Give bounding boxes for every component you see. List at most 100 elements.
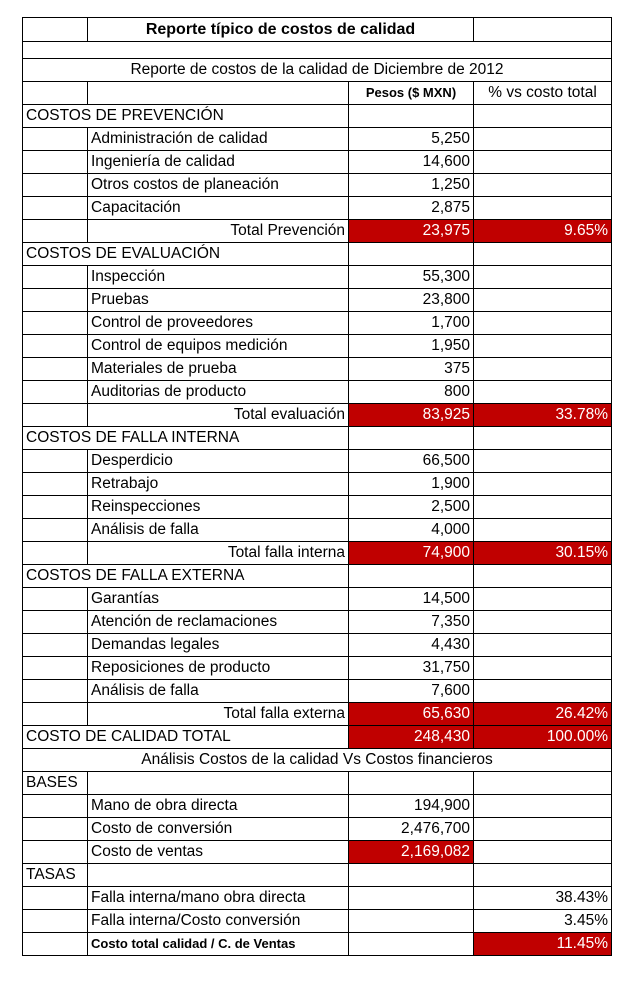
cell bbox=[22, 403, 88, 427]
cell bbox=[473, 495, 613, 519]
cell bbox=[473, 840, 613, 864]
item-value: 4,430 bbox=[347, 633, 475, 657]
cell bbox=[22, 587, 88, 611]
item-label: Análisis de falla bbox=[87, 518, 349, 542]
header-row: Pesos ($ MXN)% vs costo total bbox=[22, 81, 613, 105]
cell bbox=[21, 41, 613, 59]
item-row: Administración de calidad 5,250 bbox=[22, 127, 613, 151]
subtitle: Reporte de costos de la calidad de Dicie… bbox=[21, 58, 613, 82]
tasas-name: TASAS bbox=[22, 863, 88, 887]
cost-report-table: Reporte típico de costos de calidad Repor… bbox=[21, 17, 613, 956]
cell bbox=[22, 702, 88, 726]
subtitle-row: Reporte de costos de la calidad de Dicie… bbox=[21, 58, 613, 82]
spacer-row bbox=[21, 41, 613, 59]
item-row: Análisis de falla 7,600 bbox=[22, 679, 613, 703]
total-label: Total falla externa bbox=[87, 702, 349, 726]
item-row: Auditorias de producto 800 bbox=[22, 380, 613, 404]
cell bbox=[22, 541, 88, 565]
tasa-value: 38.43% bbox=[473, 886, 613, 910]
cell bbox=[347, 863, 475, 887]
analysis-title: Análisis Costos de la calidad Vs Costos … bbox=[21, 748, 613, 772]
tasa-row: Falla interna/mano obra directa 38.43% bbox=[22, 886, 613, 910]
item-value: 23,800 bbox=[347, 288, 475, 312]
total-label: Total evaluación bbox=[87, 403, 349, 427]
item-label: Inspección bbox=[87, 265, 349, 289]
cell bbox=[22, 633, 88, 657]
cell bbox=[347, 909, 475, 933]
cell bbox=[87, 81, 349, 105]
item-label: Demandas legales bbox=[87, 633, 349, 657]
item-row: Garantías 14,500 bbox=[22, 587, 613, 611]
section-row: COSTOS DE PREVENCIÓN bbox=[22, 104, 613, 128]
item-label: Atención de reclamaciones bbox=[87, 610, 349, 634]
cell bbox=[347, 242, 475, 266]
cell bbox=[22, 17, 88, 42]
cell bbox=[347, 426, 475, 450]
item-label: Garantías bbox=[87, 587, 349, 611]
cell bbox=[22, 610, 88, 634]
item-label: Retrabajo bbox=[87, 472, 349, 496]
base-row: Costo de ventas 2,169,082 bbox=[22, 840, 613, 864]
item-label: Reposiciones de producto bbox=[87, 656, 349, 680]
base-label: Costo de ventas bbox=[87, 840, 349, 864]
tasa-value: 3.45% bbox=[473, 909, 613, 933]
total-pesos: 65,630 bbox=[347, 702, 475, 726]
item-label: Auditorias de producto bbox=[87, 380, 349, 404]
item-label: Materiales de prueba bbox=[87, 357, 349, 381]
item-value: 14,600 bbox=[347, 150, 475, 174]
cell bbox=[473, 518, 613, 542]
cell bbox=[22, 288, 88, 312]
cell bbox=[473, 817, 613, 841]
section-name: COSTOS DE EVALUACIÓN bbox=[22, 242, 349, 266]
cell bbox=[473, 150, 613, 174]
base-value: 2,476,700 bbox=[347, 817, 475, 841]
item-value: 66,500 bbox=[347, 449, 475, 473]
title: Reporte típico de costos de calidad bbox=[86, 17, 475, 42]
item-label: Capacitación bbox=[87, 196, 349, 220]
total-pesos: 83,925 bbox=[347, 403, 475, 427]
tasa-label: Falla interna/Costo conversión bbox=[87, 909, 349, 933]
cell bbox=[473, 196, 613, 220]
total-row: Total falla interna 74,900 30.15% bbox=[22, 541, 613, 565]
cell bbox=[473, 104, 613, 128]
cell bbox=[347, 564, 475, 588]
cell bbox=[22, 81, 88, 105]
item-label: Control de proveedores bbox=[87, 311, 349, 335]
cell bbox=[87, 863, 349, 887]
item-label: Desperdicio bbox=[87, 449, 349, 473]
cell bbox=[473, 656, 613, 680]
cell bbox=[473, 863, 613, 887]
tasa-row: Costo total calidad / C. de Ventas 11.45% bbox=[22, 932, 613, 956]
cell bbox=[473, 311, 613, 335]
grand-total-pct: 100.00% bbox=[473, 725, 613, 749]
tasas-row: TASAS bbox=[22, 863, 613, 887]
cell bbox=[22, 656, 88, 680]
tasa-row: Falla interna/Costo conversión 3.45% bbox=[22, 909, 613, 933]
cell bbox=[22, 380, 88, 404]
item-label: Ingeniería de calidad bbox=[87, 150, 349, 174]
cell bbox=[22, 518, 88, 542]
item-value: 5,250 bbox=[347, 127, 475, 151]
cell bbox=[22, 311, 88, 335]
cell bbox=[347, 886, 475, 910]
base-value: 194,900 bbox=[347, 794, 475, 818]
item-label: Administración de calidad bbox=[87, 127, 349, 151]
item-label: Pruebas bbox=[87, 288, 349, 312]
cell bbox=[473, 17, 613, 42]
item-row: Control de equipos medición 1,950 bbox=[22, 334, 613, 358]
item-row: Retrabajo 1,900 bbox=[22, 472, 613, 496]
cell bbox=[473, 587, 613, 611]
item-value: 2,875 bbox=[347, 196, 475, 220]
item-label: Control de equipos medición bbox=[87, 334, 349, 358]
item-row: Inspección 55,300 bbox=[22, 265, 613, 289]
cell bbox=[22, 794, 88, 818]
cell bbox=[473, 426, 613, 450]
total-pesos: 23,975 bbox=[347, 219, 475, 243]
item-value: 31,750 bbox=[347, 656, 475, 680]
total-row: Total evaluación 83,925 33.78% bbox=[22, 403, 613, 427]
total-row: Total Prevención 23,975 9.65% bbox=[22, 219, 613, 243]
tasa-label: Costo total calidad / C. de Ventas bbox=[87, 932, 349, 956]
cell bbox=[473, 633, 613, 657]
base-label: Costo de conversión bbox=[87, 817, 349, 841]
